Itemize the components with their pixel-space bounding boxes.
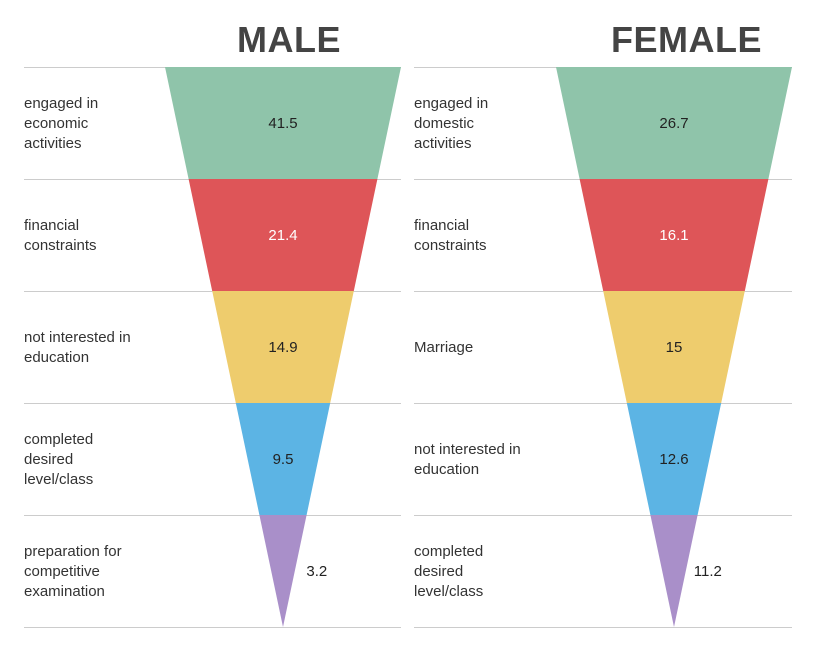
female-funnel: 26.7 engaged in domestic activities 16.1 fina… — [414, 67, 792, 628]
male-funnel-segment — [235, 403, 331, 515]
male-panel-title: MALE — [237, 19, 341, 60]
female-value-label: 16.1 — [659, 227, 688, 244]
male-value-label: 9.5 — [273, 451, 294, 468]
female-panel-title: FEMALE — [611, 19, 762, 60]
female-value-label: 15 — [666, 339, 683, 356]
female-row-label: engaged in domestic activities — [414, 95, 488, 152]
male-row-label: not interested in education — [24, 329, 131, 366]
male-value-label: 41.5 — [268, 115, 297, 132]
male-row-label: engaged in economic activities — [24, 95, 98, 152]
female-funnel-segment — [650, 515, 698, 627]
female-row-label: completed desired level/class — [414, 543, 483, 600]
female-value-label: 26.7 — [659, 115, 688, 132]
male-row-label: financial constraints — [24, 217, 97, 254]
female-funnel-segment — [579, 179, 769, 291]
female-funnel-segment — [626, 403, 722, 515]
male-value-label: 21.4 — [268, 227, 297, 244]
male-funnel-segment — [259, 515, 307, 627]
female-row-label: Marriage — [414, 339, 473, 356]
female-row-label: financial constraints — [414, 217, 487, 254]
male-row-label: preparation for competitive examination — [24, 543, 122, 600]
male-funnel: 41.5 engaged in economic activities 21.4 fina… — [24, 67, 401, 628]
male-value-label: 14.9 — [268, 339, 297, 356]
male-funnel-segment — [212, 291, 354, 403]
male-row-label: completed desired level/class — [24, 431, 93, 488]
male-value-label: 3.2 — [306, 563, 327, 580]
female-row-label: not interested in education — [414, 441, 521, 478]
male-funnel-segment — [188, 179, 378, 291]
female-value-label: 12.6 — [659, 451, 688, 468]
female-funnel-segment — [603, 291, 745, 403]
male-funnel-segment — [165, 67, 401, 179]
female-funnel-segment — [556, 67, 792, 179]
female-value-label: 11.2 — [694, 563, 722, 580]
